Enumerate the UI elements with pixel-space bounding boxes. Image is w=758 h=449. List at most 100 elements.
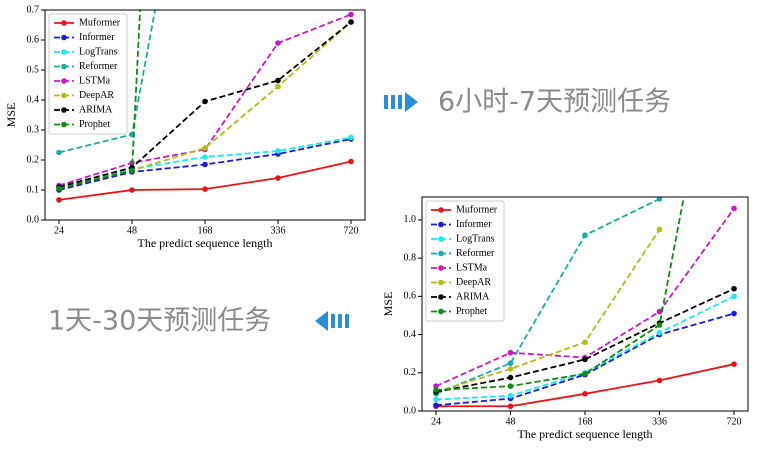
data-point: [275, 175, 281, 181]
chart: 0.0 0.1 0.2 0.3 0.4 0.5 0.6 0.7 24 48 168 336 720 The…: [4, 4, 366, 250]
data-point: [582, 232, 588, 239]
plot-area: [56, 10, 354, 203]
data-point: [202, 154, 208, 160]
plot-frame: [421, 196, 749, 412]
y-tick-label: 0.6: [27, 34, 40, 45]
y-tick-label: 0.5: [27, 64, 40, 75]
arrow-left-icon: [315, 311, 349, 331]
y-tick-label: 0.0: [404, 405, 417, 416]
data-point: [582, 356, 588, 363]
x-tick-label: 720: [344, 225, 359, 236]
legend-box: [48, 13, 128, 135]
data-point: [56, 185, 62, 192]
legend-marker: [61, 78, 67, 84]
data-point: [731, 205, 737, 212]
data-point: [507, 366, 514, 372]
legend-label: LogTrans: [456, 233, 495, 244]
data-point: [656, 377, 663, 384]
legend-box: [425, 200, 505, 322]
data-point: [507, 360, 514, 367]
legend-label: Reformer: [456, 248, 495, 259]
legend-label: Prophet: [456, 306, 487, 317]
x-tick-label: 24: [431, 416, 441, 427]
plot-frame: [44, 9, 366, 221]
y-tick-label: 0.1: [27, 184, 40, 195]
legend-marker: [438, 308, 444, 315]
y-axis-label: MSE: [4, 103, 18, 128]
data-point: [656, 322, 663, 328]
data-point: [202, 161, 208, 168]
legend-marker: [438, 207, 444, 213]
plot-area: [433, 197, 737, 410]
x-tick-label: 48: [506, 416, 516, 427]
legend-label: Informer: [456, 219, 492, 230]
y-tick-label: 0.7: [27, 4, 40, 15]
series-line: [435, 287, 735, 393]
data-point: [129, 187, 135, 193]
data-point: [433, 387, 439, 393]
legend-label: Muformer: [456, 204, 498, 215]
legend-label: LogTrans: [79, 46, 118, 57]
data-point: [202, 145, 208, 151]
data-point: [275, 40, 281, 46]
legend-marker: [438, 221, 444, 228]
x-axis-label: The predict sequence length: [138, 236, 273, 250]
chart: 0.0 0.2 0.4 0.6 0.8 1.0 24 48 168 336 720 The predi…: [381, 196, 749, 441]
legend-marker: [61, 49, 67, 55]
data-point: [348, 158, 354, 165]
legend-marker: [438, 294, 444, 300]
legend-label: Muformer: [79, 17, 121, 28]
x-tick-label: 336: [652, 416, 667, 427]
data-point: [56, 149, 62, 156]
data-point: [582, 391, 588, 397]
data-point: [582, 339, 588, 346]
legend-label: Reformer: [79, 61, 118, 72]
data-point: [731, 285, 737, 292]
data-point: [507, 383, 514, 389]
series-line: [435, 228, 661, 393]
data-point: [433, 396, 439, 403]
data-point: [656, 197, 663, 202]
data-point: [275, 148, 281, 154]
data-point: [202, 186, 208, 192]
data-point: [507, 374, 514, 381]
data-point: [507, 349, 514, 356]
x-tick-label: 336: [271, 225, 286, 236]
data-point: [656, 329, 663, 336]
annotation: 1天-30天预测任务: [48, 306, 271, 337]
y-tick-label: 0.4: [404, 329, 417, 340]
y-tick-label: 0.8: [404, 252, 417, 263]
data-point: [56, 197, 62, 203]
y-tick-label: 1.0: [404, 214, 417, 225]
legend-marker: [438, 250, 444, 257]
legend-label: Prophet: [79, 119, 110, 130]
series-line: [435, 198, 660, 395]
data-point: [348, 19, 354, 25]
data-point: [348, 11, 354, 18]
data-point: [656, 308, 663, 315]
y-tick-label: 0.2: [404, 367, 417, 378]
arrow-right-icon: [384, 92, 418, 112]
annotation: 6小时-7天预测任务: [438, 87, 671, 118]
data-point: [275, 83, 281, 90]
legend-label: Informer: [79, 32, 115, 43]
data-point: [507, 392, 514, 399]
x-axis-label: The predict sequence length: [518, 427, 653, 441]
legend-label: DeepAR: [456, 277, 491, 288]
legend-marker: [61, 34, 67, 41]
x-tick-label: 24: [54, 225, 64, 236]
data-point: [731, 293, 737, 300]
y-tick-label: 0.0: [27, 214, 40, 225]
legend-marker: [61, 20, 67, 26]
legend-marker: [438, 265, 444, 271]
series-line: [435, 295, 735, 401]
legend-label: DeepAR: [79, 90, 114, 101]
x-tick-label: 168: [578, 416, 593, 427]
legend-label: LSTMa: [79, 75, 111, 86]
legend-marker: [61, 121, 67, 128]
data-point: [507, 403, 514, 410]
y-tick-label: 0.6: [404, 291, 417, 302]
y-tick-label: 0.2: [27, 154, 40, 165]
legend-label: LSTMa: [456, 262, 488, 273]
